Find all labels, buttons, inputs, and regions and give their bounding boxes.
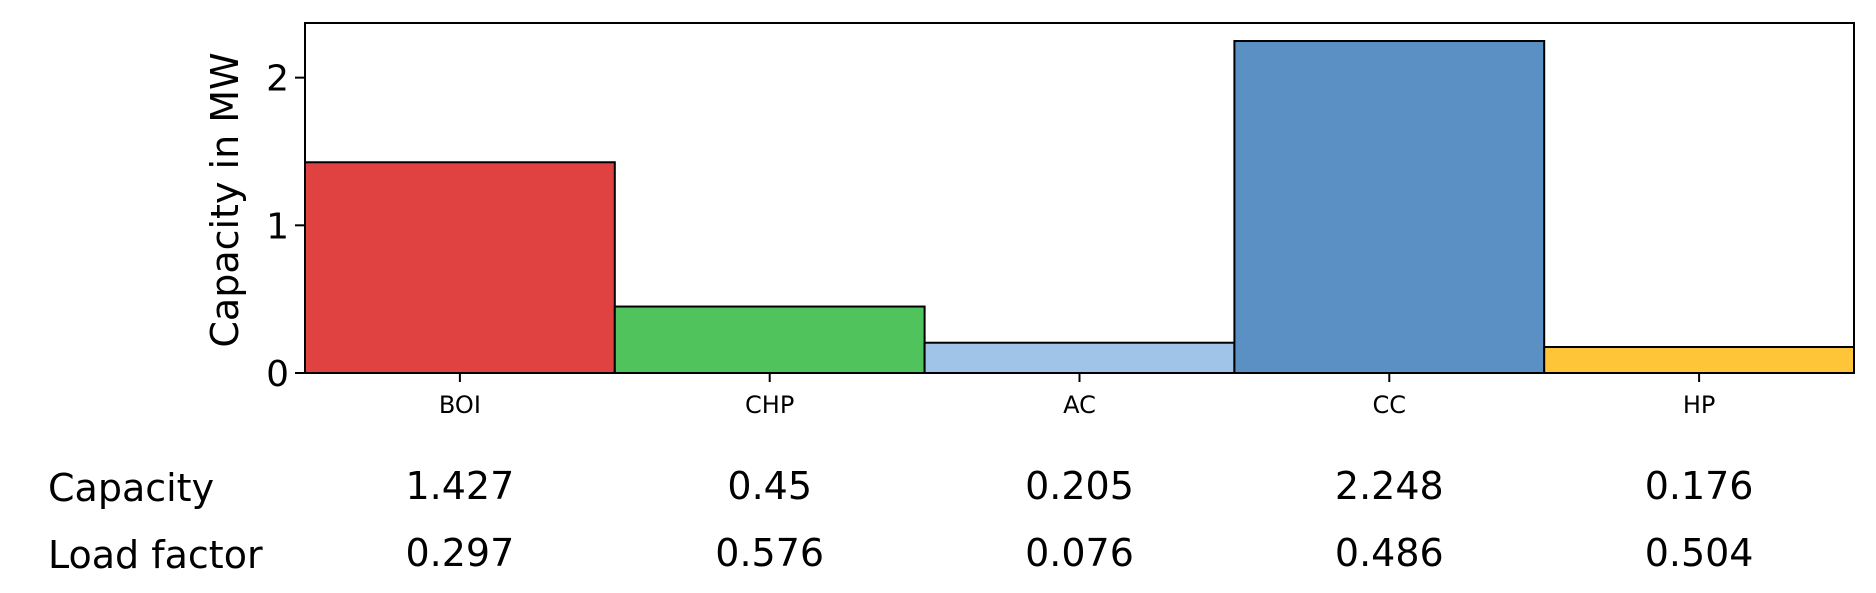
bar-cc	[1233, 40, 1546, 374]
x-tick-label: BOI	[439, 391, 481, 419]
y-axis-label: Capacity in MW	[203, 52, 247, 347]
bar-ac	[923, 341, 1236, 374]
x-tick-label: CHP	[745, 391, 794, 419]
table-cell: 0.205	[1025, 464, 1134, 508]
y-tick-label: 1	[266, 206, 289, 247]
y-axis: 0 1 2	[266, 59, 305, 395]
data-table: Capacity 1.427 0.45 0.205 2.248 0.176 Load fac…	[48, 464, 1753, 577]
bar-chp	[613, 305, 926, 375]
x-axis: BOI CHP AC CC HP	[439, 373, 1715, 419]
y-tick-label: 2	[266, 59, 289, 100]
table-row-label: Capacity	[48, 466, 214, 510]
bar-boi	[304, 161, 616, 374]
table-cell: 0.45	[727, 464, 812, 508]
x-tick-label: HP	[1683, 391, 1716, 419]
x-tick-label: AC	[1063, 391, 1096, 419]
y-tick-label: 0	[266, 354, 289, 395]
table-cell: 0.576	[715, 531, 824, 575]
bar-hp	[1543, 346, 1855, 375]
x-tick-label: CC	[1373, 391, 1407, 419]
bar-group	[304, 40, 1855, 375]
table-cell: 0.076	[1025, 531, 1134, 575]
table-cell: 0.486	[1335, 531, 1444, 575]
table-cell: 0.176	[1645, 464, 1754, 508]
table-cell: 1.427	[406, 464, 515, 508]
table-cell: 2.248	[1335, 464, 1444, 508]
table-cell: 0.297	[406, 531, 515, 575]
table-cell: 0.504	[1645, 531, 1754, 575]
table-row-label: Load factor	[48, 533, 263, 577]
